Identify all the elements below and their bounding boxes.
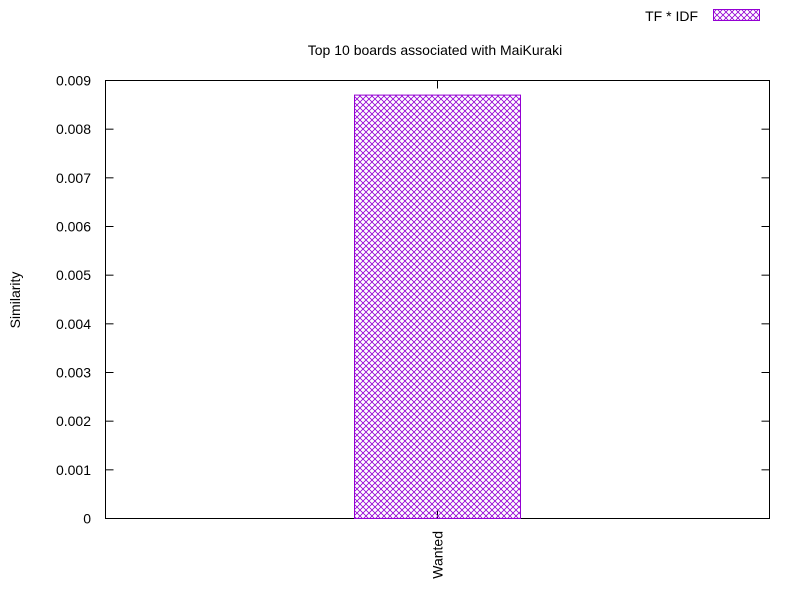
chart-title: Top 10 boards associated with MaiKuraki — [308, 42, 562, 58]
y-tick-label: 0 — [83, 511, 91, 527]
bar-wanted — [354, 94, 521, 519]
y-tick-label: 0.008 — [56, 121, 91, 137]
y-axis-ticks: 0 0.001 0.002 0.003 0.004 0.005 0.006 0.007 0.00… — [56, 73, 770, 527]
y-tick-label: 0.007 — [56, 170, 91, 186]
y-tick-label: 0.005 — [56, 267, 91, 283]
y-axis-label: Similarity — [7, 272, 23, 329]
y-tick-label: 0.009 — [56, 73, 91, 89]
x-tick-label: Wanted — [430, 531, 446, 579]
bar-series — [354, 94, 521, 519]
y-tick-label: 0.001 — [56, 462, 91, 478]
legend-label-tf-idf: TF * IDF — [645, 8, 698, 24]
y-tick-label: 0.002 — [56, 413, 91, 429]
legend-swatch-tf-idf — [713, 9, 760, 21]
y-tick-label: 0.004 — [56, 316, 91, 332]
legend: TF * IDF — [645, 8, 760, 24]
y-tick-label: 0.003 — [56, 365, 91, 381]
y-tick-label: 0.006 — [56, 219, 91, 235]
